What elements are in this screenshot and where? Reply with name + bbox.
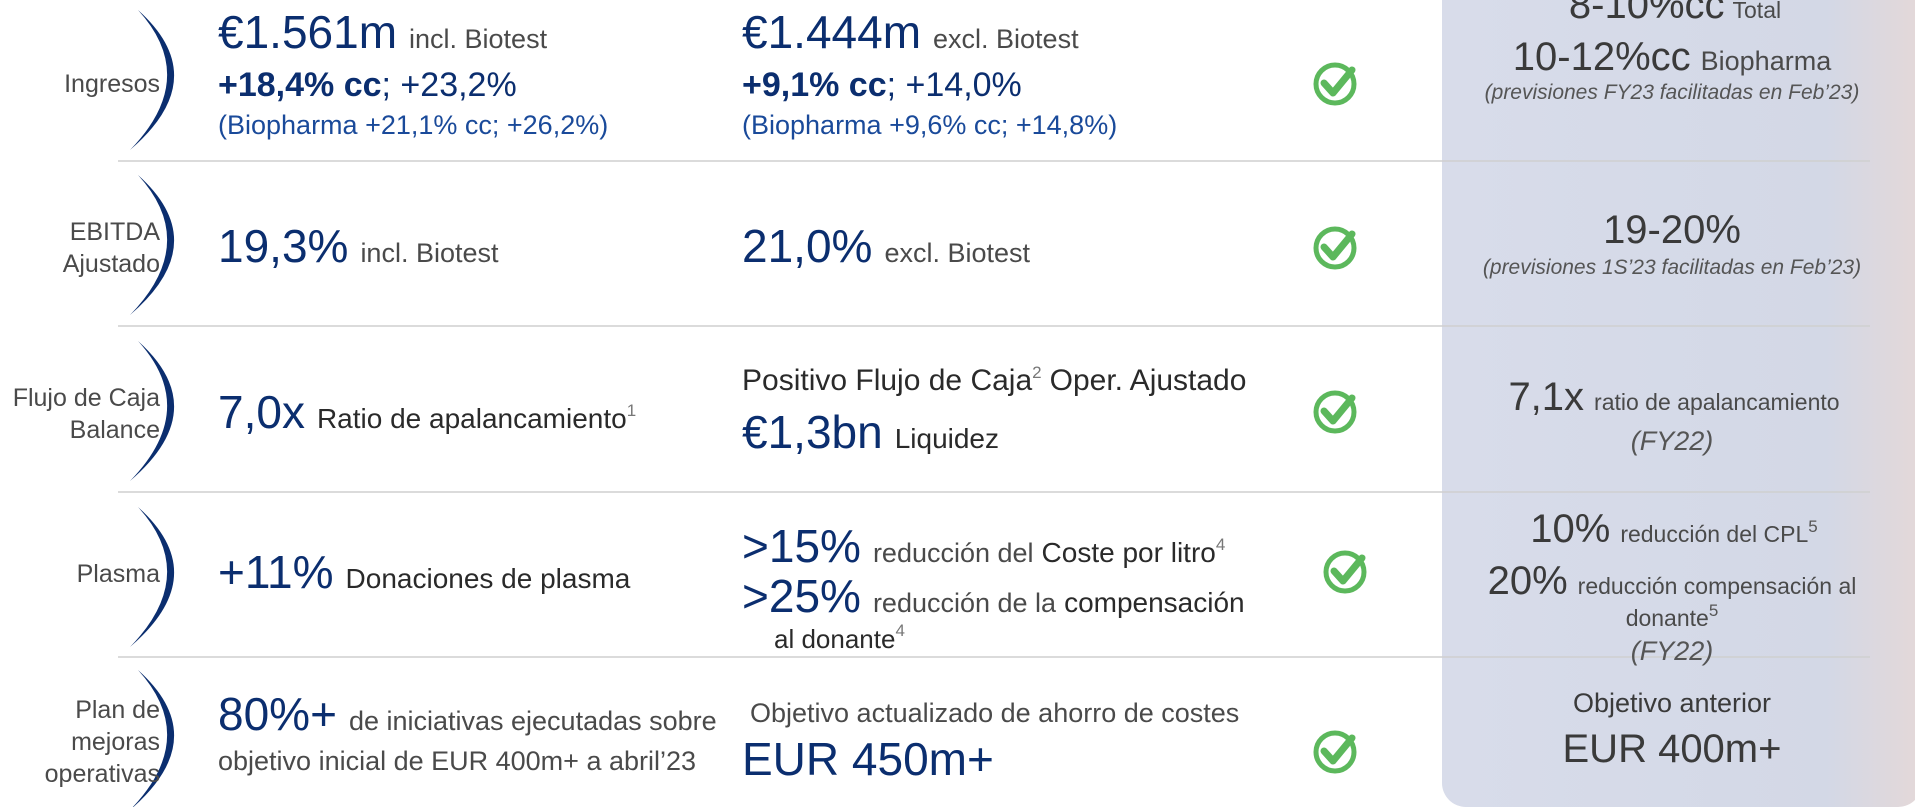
row-label: Plasma xyxy=(77,560,160,588)
guidance: EUR 400m+ xyxy=(1563,727,1782,771)
text-run: de iniciativas ejecutadas sobre xyxy=(349,706,717,736)
guidance: 20% reducción compensación al xyxy=(1488,559,1857,603)
guidance-panel xyxy=(1442,0,1915,807)
text-run: reducción de la xyxy=(873,588,1057,618)
text-run: 5 xyxy=(1709,601,1718,620)
liquidity: €1,3bn Liquidez xyxy=(742,406,999,458)
row-label: Flujo de Caja xyxy=(13,384,160,412)
row-label: EBITDA xyxy=(70,218,161,246)
detail: objetivo inicial de EUR 400m+ a abril’23 xyxy=(218,746,696,776)
text-run: >25% xyxy=(742,570,861,622)
text-run: reducción del CPL xyxy=(1620,521,1808,547)
text-run: 10-12%cc xyxy=(1513,35,1691,79)
guidance: 19-20% xyxy=(1603,208,1741,252)
text-run: +11% xyxy=(218,546,334,598)
detail: (Biopharma +9,6% cc; +14,8%) xyxy=(742,110,1117,140)
guidance-note: (FY22) xyxy=(1631,426,1714,456)
text-run: excl. Biotest xyxy=(884,238,1030,268)
text-run: 1 xyxy=(627,401,636,420)
metric: 19,3% incl. Biotest xyxy=(218,220,499,272)
metric: EUR 450m+ xyxy=(742,733,994,785)
text-run: Total xyxy=(1733,0,1782,23)
row-label: Ingresos xyxy=(64,70,160,98)
text-run: €1.444m xyxy=(742,6,921,58)
text-run: 7,0x xyxy=(218,386,305,438)
growth: +9,1% cc; +14,0% xyxy=(742,66,1022,104)
text-run: +9,1% cc xyxy=(742,66,887,104)
metric: €1.561m incl. Biotest xyxy=(218,6,548,58)
guidance: 10-12%cc Biopharma xyxy=(1513,35,1832,79)
text-run: Coste por litro xyxy=(1042,537,1216,568)
text-run: Donaciones de plasma xyxy=(346,563,631,594)
text-run: 2 xyxy=(1032,363,1041,382)
text-run: Positivo Flujo de Caja xyxy=(742,364,1032,397)
cash-flow: Positivo Flujo de Caja2 Oper. Ajustado xyxy=(742,363,1246,397)
text-run: 21,0% xyxy=(742,220,872,272)
detail: Objetivo actualizado de ahorro de costes xyxy=(750,698,1239,728)
text-run: 8-10%cc xyxy=(1569,0,1725,27)
text-run: reducción compensación al xyxy=(1578,573,1857,599)
metric: €1.444m excl. Biotest xyxy=(742,6,1079,58)
guidance: donante5 xyxy=(1626,601,1719,631)
text-run: incl. Biotest xyxy=(409,24,548,54)
guidance-note: (previsiones 1S’23 facilitadas en Feb’23… xyxy=(1483,256,1861,279)
metric: 21,0% excl. Biotest xyxy=(742,220,1030,272)
metric: 7,0x Ratio de apalancamiento1 xyxy=(218,386,636,438)
text-run: 4 xyxy=(895,621,904,640)
metric: +11% Donaciones de plasma xyxy=(218,546,631,598)
guidance-note: (previsiones FY23 facilitadas en Feb’23) xyxy=(1485,81,1860,104)
text-run: ratio de apalancamiento xyxy=(1594,389,1840,415)
checks xyxy=(1316,65,1364,771)
text-run: excl. Biotest xyxy=(933,24,1079,54)
text-run: 19,3% xyxy=(218,220,348,272)
guidance: Objetivo anterior xyxy=(1573,688,1771,718)
growth: +18,4% cc; +23,2% xyxy=(218,66,517,104)
metric: 80%+ de iniciativas ejecutadas sobre xyxy=(218,688,717,740)
guidance: 8-10%cc Total xyxy=(1569,0,1781,27)
row-label: Plan de xyxy=(75,696,160,724)
text-run: +18,4% cc xyxy=(218,66,382,104)
text-run: €1.561m xyxy=(218,6,397,58)
detail: (Biopharma +21,1% cc; +26,2%) xyxy=(218,110,608,140)
text-run: al donante xyxy=(774,624,895,654)
text-run: ; +14,0% xyxy=(887,66,1022,104)
guidance-note: (FY22) xyxy=(1631,636,1714,666)
text-run: 7,1x xyxy=(1508,375,1584,419)
text-run: €1,3bn xyxy=(742,406,883,458)
text-run: donante xyxy=(1626,605,1709,631)
text-run: Ratio de apalancamiento xyxy=(317,403,627,434)
row-label: Ajustado xyxy=(63,250,160,278)
text-run: Biopharma xyxy=(1701,46,1833,76)
row-label: Balance xyxy=(70,416,160,444)
plasma-comp: al donante4 xyxy=(774,621,905,654)
row-label: operativas xyxy=(45,760,160,788)
text-run: >15% xyxy=(742,520,861,572)
guidance: 7,1x ratio de apalancamiento xyxy=(1508,375,1839,419)
text-run: Liquidez xyxy=(895,423,999,454)
text-run: compensación xyxy=(1064,587,1245,618)
text-run: Oper. Ajustado xyxy=(1050,364,1247,397)
text-run: 4 xyxy=(1216,535,1225,554)
text-run: 80%+ xyxy=(218,688,337,740)
text-run: 5 xyxy=(1808,517,1817,536)
text-run: ; +23,2% xyxy=(382,66,517,104)
separators xyxy=(118,160,1870,658)
text-run: 10% xyxy=(1530,507,1610,551)
plasma-cost: >15% reducción del Coste por litro4 xyxy=(742,520,1225,572)
row-label: mejoras xyxy=(71,728,160,756)
guidance: 10% reducción del CPL5 xyxy=(1530,507,1817,551)
plasma-comp: >25% reducción de la compensación xyxy=(742,570,1245,622)
text-run: 20% xyxy=(1488,559,1568,603)
text-run: incl. Biotest xyxy=(360,238,499,268)
text-run: reducción del xyxy=(873,538,1034,568)
